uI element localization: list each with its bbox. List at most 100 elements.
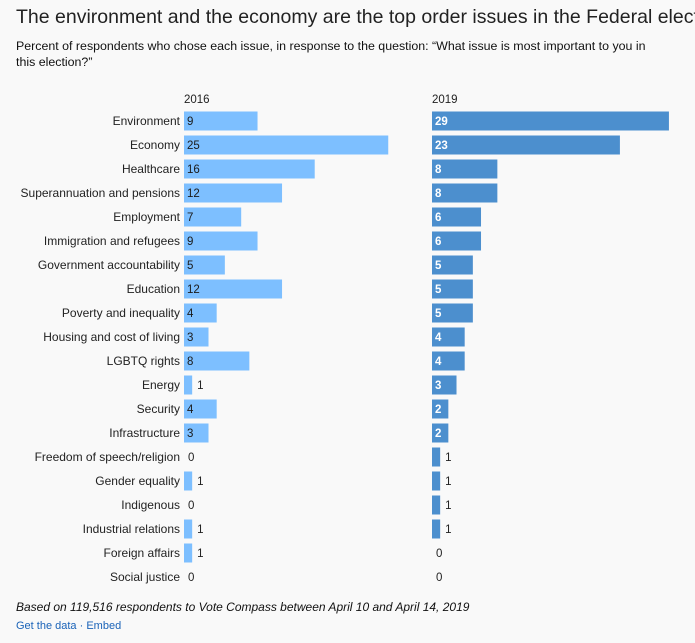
bar-2019 bbox=[432, 327, 465, 347]
bar-2016 bbox=[184, 471, 193, 491]
data-label-2019: 0 bbox=[436, 548, 442, 560]
data-label-2016: 12 bbox=[187, 188, 200, 200]
bar-2016 bbox=[184, 519, 193, 539]
data-label-2019: 1 bbox=[445, 524, 451, 536]
category-label: Freedom of speech/religion bbox=[35, 450, 180, 464]
category-label: LGBTQ rights bbox=[107, 354, 180, 368]
data-label-2019: 3 bbox=[435, 380, 441, 392]
bar-2016 bbox=[184, 231, 258, 251]
bar-2016 bbox=[184, 279, 283, 299]
category-label: Government accountability bbox=[38, 258, 180, 272]
series-header-2016: 2016 bbox=[184, 94, 210, 106]
bar-2019 bbox=[432, 111, 669, 131]
bar-2016 bbox=[184, 207, 242, 227]
bar-2019 bbox=[432, 519, 441, 539]
bar-2019 bbox=[432, 375, 457, 395]
bar-2016 bbox=[184, 255, 225, 275]
data-label-2019: 8 bbox=[435, 164, 442, 176]
get-the-data-link[interactable]: Get the data bbox=[16, 620, 77, 632]
chart-subtitle: Percent of respondents who chose each is… bbox=[16, 39, 646, 69]
bar-2016 bbox=[184, 303, 217, 323]
data-label-2016: 1 bbox=[197, 476, 203, 488]
category-label: Housing and cost of living bbox=[43, 330, 180, 344]
bar-2016 bbox=[184, 327, 209, 347]
data-label-2016: 3 bbox=[187, 428, 193, 440]
bar-2019 bbox=[432, 399, 449, 419]
data-label-2019: 4 bbox=[435, 356, 442, 368]
chart-title: The environment and the economy are the … bbox=[16, 6, 695, 28]
bar-2019 bbox=[432, 303, 473, 323]
bar-2016 bbox=[184, 351, 250, 371]
data-label-2019: 8 bbox=[435, 188, 442, 200]
category-label: Infrastructure bbox=[109, 426, 180, 440]
bar-2019 bbox=[432, 255, 473, 275]
data-label-2019: 1 bbox=[445, 452, 451, 464]
bar-2019 bbox=[432, 207, 482, 227]
data-label-2016: 25 bbox=[187, 140, 200, 152]
bar-2019 bbox=[432, 231, 482, 251]
bar-2016 bbox=[184, 375, 193, 395]
category-label: Education bbox=[127, 282, 180, 296]
bar-2016 bbox=[184, 399, 217, 419]
data-label-2016: 0 bbox=[188, 572, 194, 584]
bar-2019 bbox=[432, 447, 441, 467]
link-separator: · bbox=[79, 620, 84, 632]
data-label-2016: 0 bbox=[188, 452, 194, 464]
data-label-2019: 1 bbox=[445, 476, 451, 488]
data-label-2016: 1 bbox=[197, 380, 203, 392]
data-label-2019: 6 bbox=[435, 212, 441, 224]
data-label-2016: 1 bbox=[197, 524, 203, 536]
data-label-2016: 3 bbox=[187, 332, 193, 344]
data-label-2019: 2 bbox=[435, 428, 441, 440]
category-label: Immigration and refugees bbox=[44, 234, 180, 248]
data-label-2019: 5 bbox=[435, 284, 442, 296]
data-label-2016: 4 bbox=[187, 404, 194, 416]
bar-2019 bbox=[432, 471, 441, 491]
category-label: Employment bbox=[113, 210, 180, 224]
bar-2016 bbox=[184, 159, 315, 179]
category-label: Energy bbox=[142, 378, 180, 392]
bar-2019 bbox=[432, 183, 498, 203]
data-label-2016: 9 bbox=[187, 236, 193, 248]
bar-2019 bbox=[432, 423, 449, 443]
category-label: Security bbox=[137, 402, 180, 416]
data-label-2016: 9 bbox=[187, 116, 193, 128]
bar-2016 bbox=[184, 135, 389, 155]
data-label-2016: 12 bbox=[187, 284, 200, 296]
data-label-2016: 7 bbox=[187, 212, 193, 224]
data-label-2019: 5 bbox=[435, 308, 442, 320]
data-label-2019: 2 bbox=[435, 404, 441, 416]
category-label: Industrial relations bbox=[83, 522, 180, 536]
bar-2016 bbox=[184, 423, 209, 443]
category-label: Indigenous bbox=[121, 498, 180, 512]
bar-2019 bbox=[432, 135, 620, 155]
data-label-2016: 8 bbox=[187, 356, 193, 368]
footer-links: Get the data · Embed bbox=[16, 620, 121, 632]
bar-2019 bbox=[432, 279, 473, 299]
category-label: Economy bbox=[130, 138, 180, 152]
series-header-2019: 2019 bbox=[432, 94, 458, 106]
bar-2016 bbox=[184, 111, 258, 131]
data-label-2019: 6 bbox=[435, 236, 441, 248]
embed-link[interactable]: Embed bbox=[86, 620, 122, 632]
bar-2016 bbox=[184, 183, 283, 203]
data-label-2019: 29 bbox=[435, 116, 448, 128]
data-label-2016: 0 bbox=[188, 500, 194, 512]
data-label-2016: 4 bbox=[187, 308, 194, 320]
data-label-2019: 0 bbox=[436, 572, 442, 584]
category-label: Foreign affairs bbox=[104, 546, 180, 560]
bar-2019 bbox=[432, 159, 498, 179]
category-label: Gender equality bbox=[95, 474, 180, 488]
category-label: Healthcare bbox=[122, 162, 180, 176]
category-label: Poverty and inequality bbox=[62, 306, 180, 320]
category-label: Environment bbox=[113, 114, 181, 128]
data-label-2019: 23 bbox=[435, 140, 448, 152]
bar-2016 bbox=[184, 543, 193, 563]
category-label: Superannuation and pensions bbox=[21, 186, 180, 200]
data-label-2016: 5 bbox=[187, 260, 193, 272]
data-label-2019: 5 bbox=[435, 260, 442, 272]
category-label: Social justice bbox=[110, 570, 180, 584]
data-label-2016: 1 bbox=[197, 548, 203, 560]
data-label-2016: 16 bbox=[187, 164, 200, 176]
